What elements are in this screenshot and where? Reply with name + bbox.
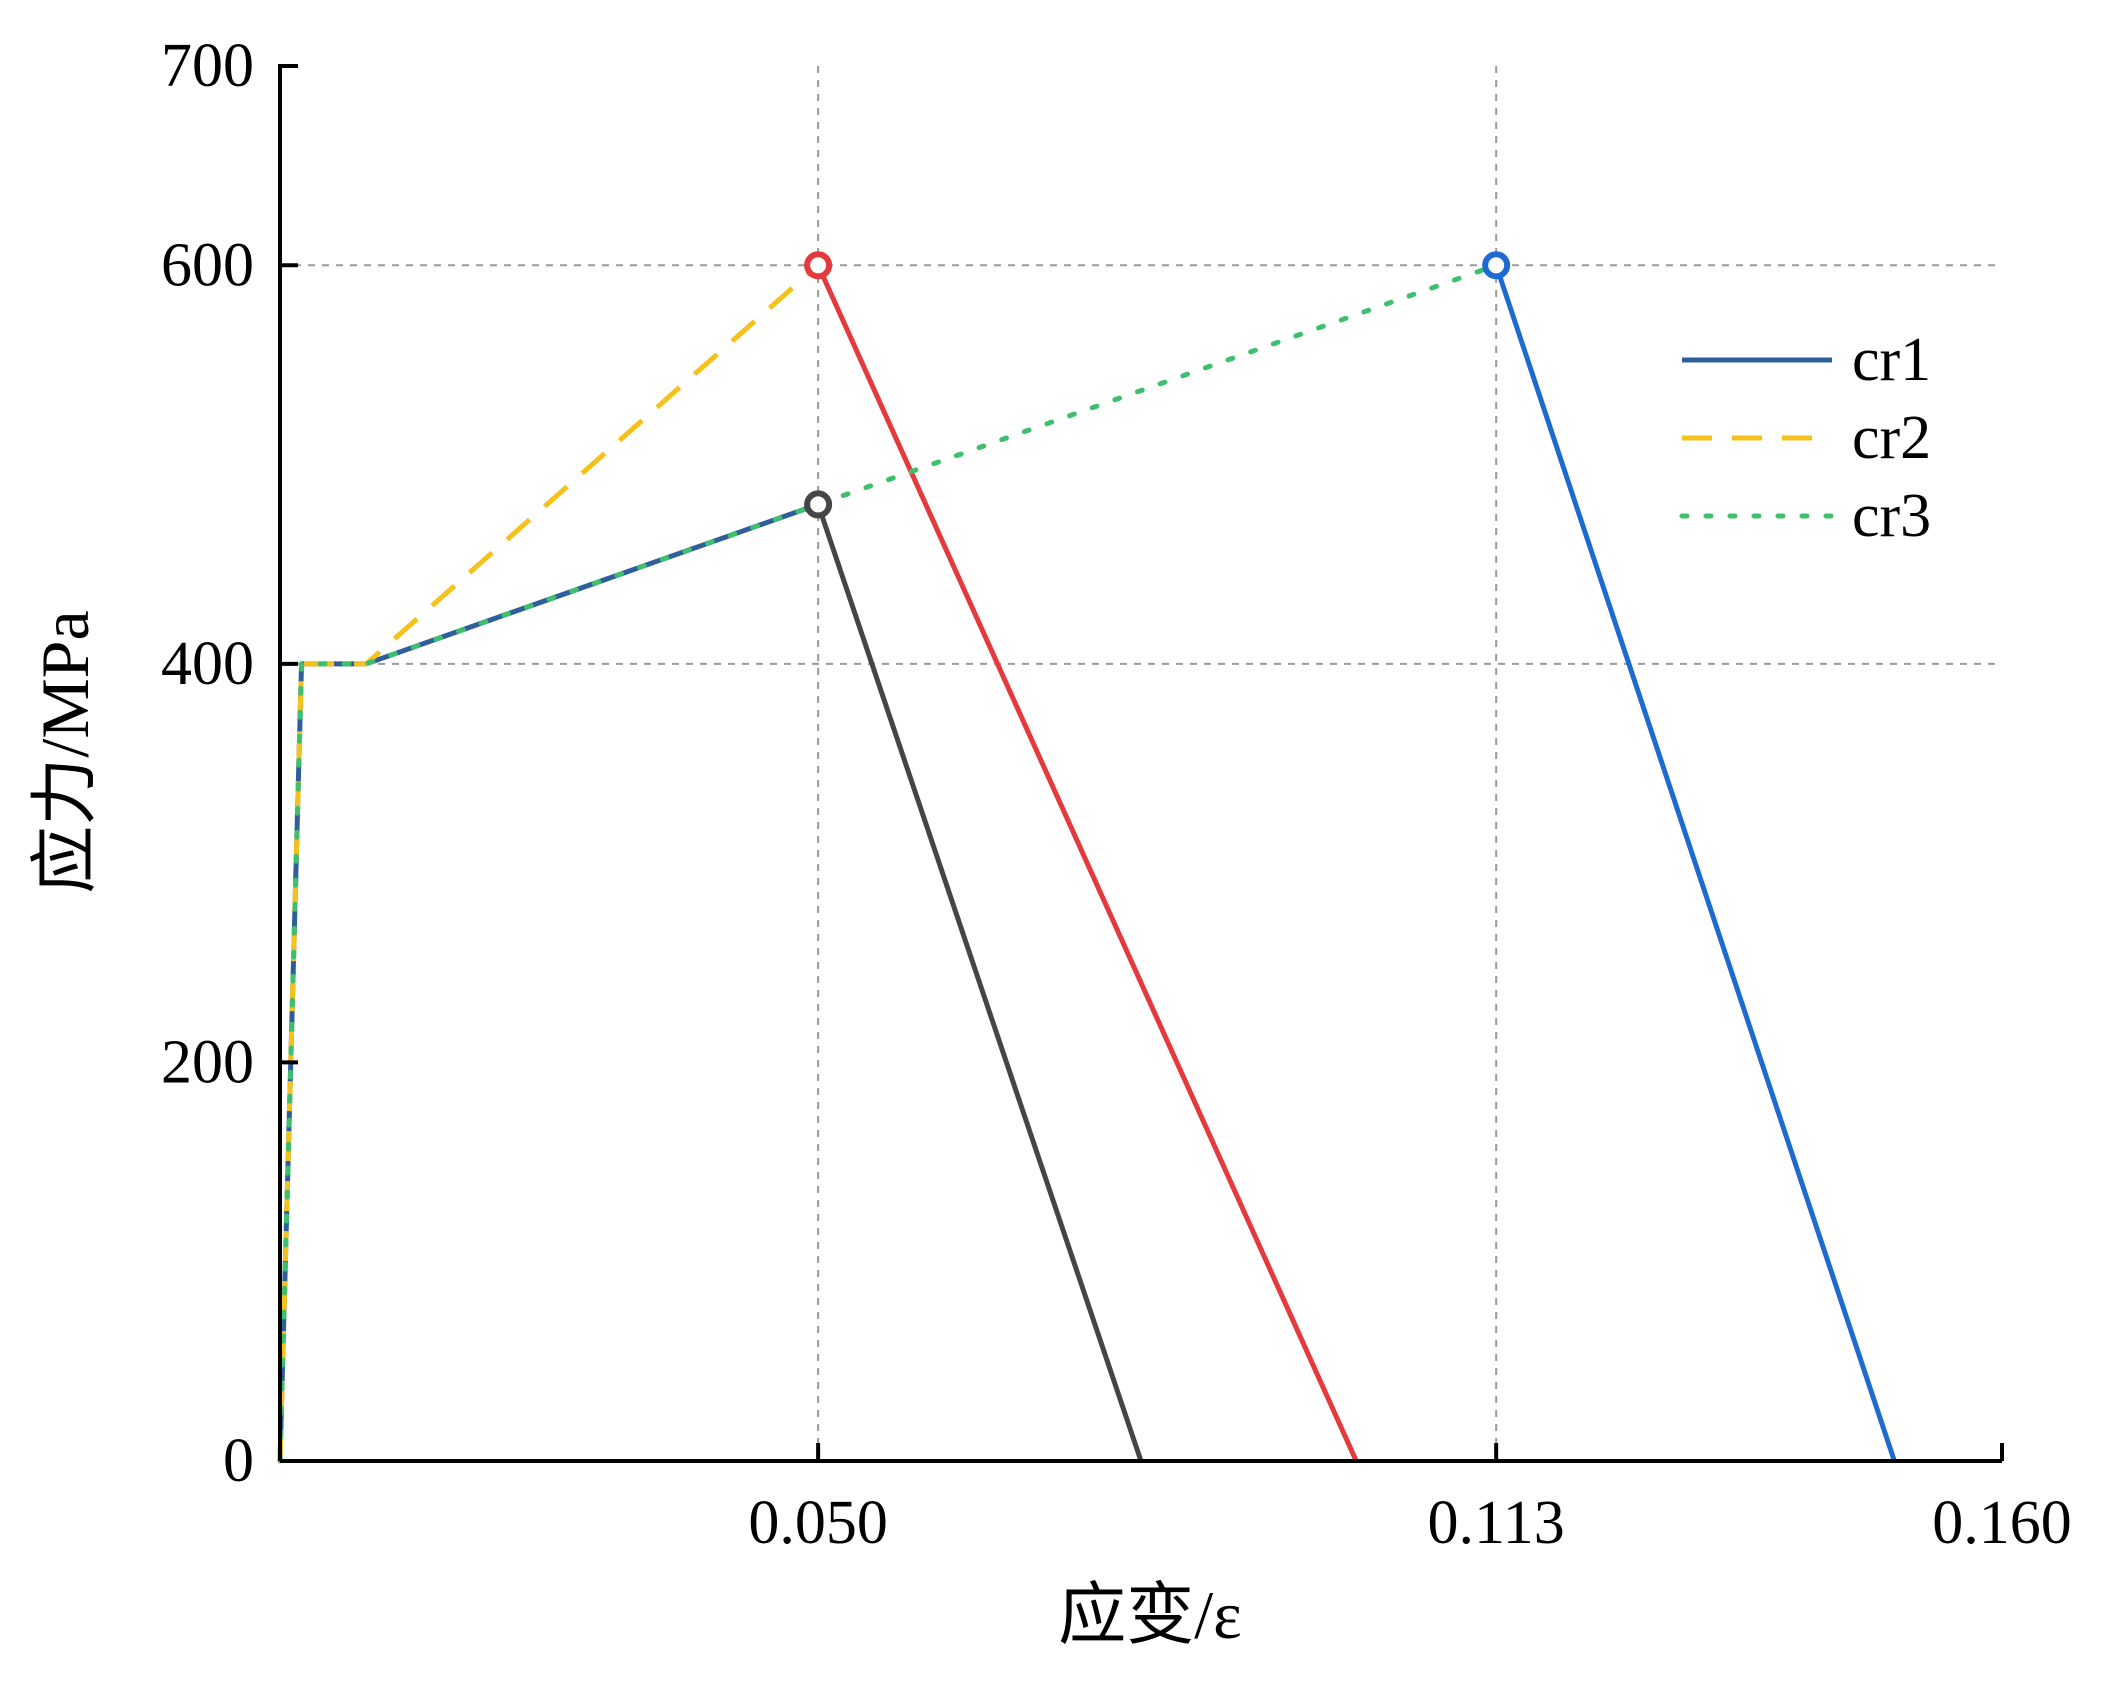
unloading-line-1 (815, 264, 1359, 1463)
x-tick-label-1: 0.113 (1428, 1489, 1565, 1557)
y-tick-label-3: 600 (161, 231, 254, 299)
x-axis-title: 应变/ε (1058, 1577, 1241, 1653)
legend-label-cr2: cr2 (1852, 404, 1931, 472)
y-tick-label-1: 200 (161, 1028, 254, 1096)
grid-lines (280, 66, 2002, 1461)
y-tick-label-0: 0 (223, 1427, 254, 1495)
legend-label-cr3: cr3 (1852, 482, 1931, 550)
peak-marker-2 (1482, 251, 1511, 280)
series-line-cr3 (277, 262, 1499, 1464)
axes (278, 64, 2004, 1463)
peak-marker-1 (804, 251, 833, 280)
legend-label-cr1: cr1 (1852, 326, 1931, 394)
legend: cr1 cr2 cr3 (1679, 326, 1931, 550)
peak-markers (804, 251, 1511, 519)
peak-marker-0 (804, 490, 833, 519)
plot-lines (277, 262, 1897, 1464)
series-line-cr1 (277, 502, 819, 1462)
unloading-line-2 (1493, 264, 1897, 1462)
y-axis-title: 应力/MPa (27, 610, 103, 893)
tick-labels: 0 200 400 600 700 0.050 0.113 0.160 (161, 32, 2072, 1557)
y-tick-label-2: 400 (161, 630, 254, 698)
series-line-cr2 (277, 263, 820, 1462)
x-tick-label-2: 0.160 (1932, 1489, 2072, 1557)
y-tick-label-4: 700 (161, 32, 254, 100)
x-tick-label-0: 0.050 (748, 1489, 888, 1557)
unloading-line-0 (815, 503, 1144, 1462)
